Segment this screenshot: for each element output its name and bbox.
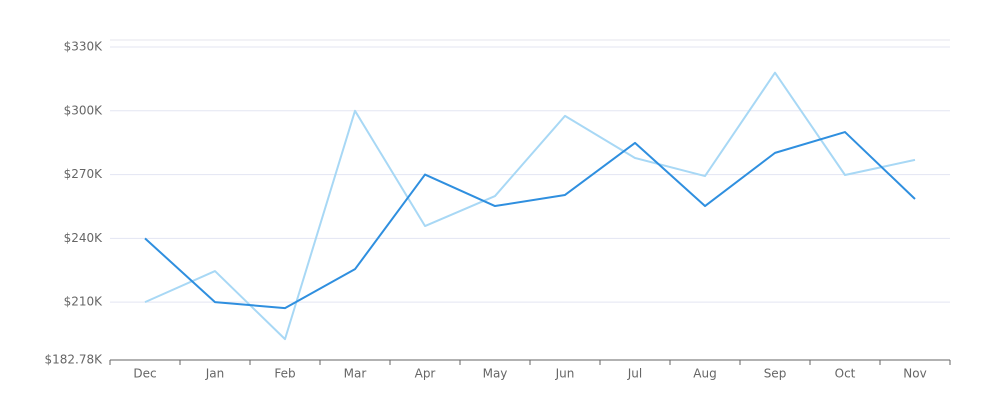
y-tick-label: $300K xyxy=(64,103,104,117)
series-line xyxy=(144,71,916,341)
x-tick-label: Jan xyxy=(205,367,225,381)
x-tick-label: Sep xyxy=(764,367,787,381)
x-tick-label: Aug xyxy=(693,367,716,381)
x-tick-label: Feb xyxy=(274,367,295,381)
y-tick-label: $270K xyxy=(64,167,104,181)
x-tick-label: Dec xyxy=(133,367,156,381)
x-tick-label: Oct xyxy=(835,367,856,381)
x-tick-label: Jun xyxy=(555,367,575,381)
x-tick-label: May xyxy=(483,367,508,381)
y-tick-label: $182.78K xyxy=(45,353,104,367)
x-tick-label: Mar xyxy=(344,367,367,381)
y-tick-label: $210K xyxy=(64,295,104,309)
y-tick-label: $240K xyxy=(64,231,104,245)
x-tick-label: Nov xyxy=(903,367,926,381)
series-line xyxy=(144,131,916,310)
x-tick-label: Apr xyxy=(415,367,436,381)
x-tick-label: Jul xyxy=(627,367,642,381)
y-tick-label: $330K xyxy=(64,40,104,54)
